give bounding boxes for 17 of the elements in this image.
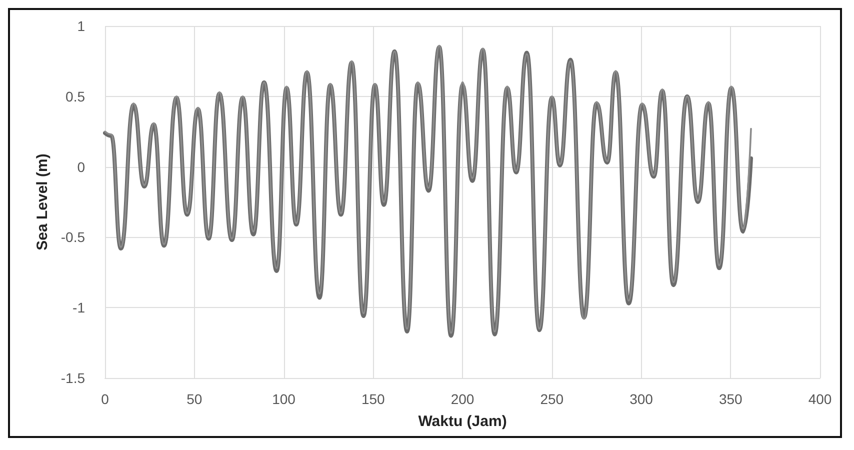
x-tick-label: 100 xyxy=(272,391,296,407)
x-tick-label: 150 xyxy=(361,391,386,407)
x-tick-label: 300 xyxy=(630,391,654,407)
x-axis-title: Waktu (Jam) xyxy=(418,413,507,430)
x-tick-label: 250 xyxy=(540,391,564,407)
y-tick-label: -0.5 xyxy=(60,229,86,246)
y-tick-label: 0 xyxy=(77,158,86,175)
x-tick-label: 350 xyxy=(718,391,743,407)
x-tick-label: 0 xyxy=(101,391,110,407)
x-tick-label: 50 xyxy=(186,391,202,407)
y-tick-label: 1 xyxy=(77,18,86,34)
y-tick-label: 0.5 xyxy=(66,88,86,104)
y-tick-label: -1.5 xyxy=(60,370,86,386)
y-tick-label: -1 xyxy=(72,300,86,316)
y-axis-title: Sea Level (m) xyxy=(34,154,51,250)
x-tick-label: 400 xyxy=(808,391,832,407)
x-tick-label: 200 xyxy=(450,391,474,407)
